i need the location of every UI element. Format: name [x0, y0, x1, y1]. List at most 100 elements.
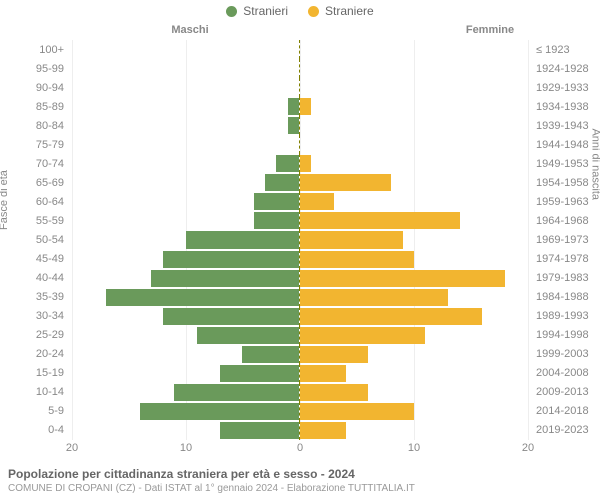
male-bar	[186, 231, 300, 248]
birth-year-label: 1964-1968	[532, 211, 600, 230]
pyramid-row	[72, 421, 528, 440]
pyramid-row	[72, 135, 528, 154]
female-half	[300, 116, 528, 135]
male-swatch	[226, 6, 237, 17]
age-label: 60-64	[0, 192, 68, 211]
male-half	[72, 326, 300, 345]
chart-subtitle: COMUNE DI CROPANI (CZ) - Dati ISTAT al 1…	[8, 483, 592, 494]
male-half	[72, 345, 300, 364]
age-label: 55-59	[0, 211, 68, 230]
female-half	[300, 421, 528, 440]
age-labels: 100+95-9990-9485-8980-8475-7970-7465-696…	[0, 40, 68, 440]
birth-year-label: 1984-1988	[532, 288, 600, 307]
pyramid-row	[72, 173, 528, 192]
female-bar	[300, 308, 482, 325]
male-half	[72, 59, 300, 78]
male-bar	[288, 98, 299, 115]
birth-year-label: 2019-2023	[532, 421, 600, 440]
age-label: 50-54	[0, 230, 68, 249]
male-bar	[151, 270, 299, 287]
male-half	[72, 421, 300, 440]
legend-label-male: Stranieri	[243, 4, 288, 18]
pyramid-row	[72, 250, 528, 269]
column-header-male: Maschi	[0, 24, 340, 36]
age-label: 30-34	[0, 307, 68, 326]
age-label: 10-14	[0, 383, 68, 402]
female-half	[300, 288, 528, 307]
female-half	[300, 383, 528, 402]
age-label: 85-89	[0, 97, 68, 116]
y-axis-title-left: Fasce di età	[0, 170, 10, 230]
birth-year-label: 2009-2013	[532, 383, 600, 402]
pyramid-row	[72, 269, 528, 288]
pyramid-row	[72, 154, 528, 173]
age-label: 25-29	[0, 326, 68, 345]
male-half	[72, 40, 300, 59]
birth-year-label: 1924-1928	[532, 59, 600, 78]
column-headers: Maschi Femmine	[0, 24, 600, 36]
male-half	[72, 97, 300, 116]
birth-year-label: 2004-2008	[532, 364, 600, 383]
age-label: 5-9	[0, 402, 68, 421]
female-bar	[300, 327, 425, 344]
female-half	[300, 402, 528, 421]
female-bar	[300, 403, 414, 420]
male-half	[72, 173, 300, 192]
pyramid-row	[72, 40, 528, 59]
female-bar	[300, 193, 334, 210]
age-label: 65-69	[0, 173, 68, 192]
age-label: 75-79	[0, 135, 68, 154]
female-bar	[300, 212, 460, 229]
pyramid-row	[72, 78, 528, 97]
birth-year-label: 1929-1933	[532, 78, 600, 97]
pyramid-row	[72, 97, 528, 116]
male-bar	[265, 174, 299, 191]
female-bar	[300, 231, 403, 248]
male-bar	[106, 289, 299, 306]
male-bar	[220, 365, 299, 382]
female-half	[300, 345, 528, 364]
birth-year-label: 1979-1983	[532, 269, 600, 288]
age-label: 70-74	[0, 154, 68, 173]
male-half	[72, 192, 300, 211]
column-header-female: Femmine	[340, 24, 600, 36]
male-half	[72, 383, 300, 402]
male-bar	[254, 212, 299, 229]
male-half	[72, 78, 300, 97]
male-bar	[163, 308, 299, 325]
plot-area	[72, 40, 528, 440]
female-half	[300, 326, 528, 345]
birth-year-label: 2014-2018	[532, 402, 600, 421]
pyramid-row	[72, 288, 528, 307]
x-axis: 201001020	[72, 442, 528, 456]
female-half	[300, 269, 528, 288]
chart-title: Popolazione per cittadinanza straniera p…	[8, 467, 592, 481]
male-half	[72, 211, 300, 230]
birth-year-label: ≤ 1923	[532, 40, 600, 59]
pyramid-row	[72, 211, 528, 230]
x-tick-label: 10	[408, 442, 420, 454]
female-half	[300, 154, 528, 173]
female-half	[300, 364, 528, 383]
female-bar	[300, 365, 346, 382]
birth-year-label: 1969-1973	[532, 230, 600, 249]
female-bar	[300, 422, 346, 439]
legend-item-female: Straniere	[308, 4, 374, 18]
pyramid-rows	[72, 40, 528, 440]
male-half	[72, 116, 300, 135]
female-half	[300, 97, 528, 116]
female-half	[300, 173, 528, 192]
male-bar	[174, 384, 299, 401]
age-label: 45-49	[0, 250, 68, 269]
legend: Stranieri Straniere	[0, 4, 600, 18]
female-half	[300, 78, 528, 97]
male-half	[72, 135, 300, 154]
birth-year-label: 1994-1998	[532, 326, 600, 345]
male-bar	[288, 117, 299, 134]
pyramid-row	[72, 364, 528, 383]
male-half	[72, 250, 300, 269]
age-label: 0-4	[0, 421, 68, 440]
pyramid-row	[72, 383, 528, 402]
pyramid-row	[72, 402, 528, 421]
age-label: 100+	[0, 40, 68, 59]
